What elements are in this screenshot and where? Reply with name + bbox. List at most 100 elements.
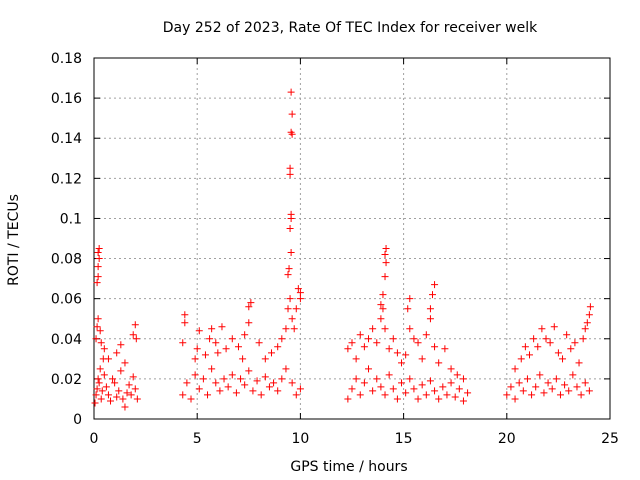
data-point <box>94 273 102 281</box>
data-point <box>435 359 443 367</box>
data-point <box>294 285 302 293</box>
data-point <box>296 385 304 393</box>
data-point <box>104 355 112 363</box>
data-point <box>119 395 127 403</box>
data-point <box>102 383 110 391</box>
data-point <box>526 351 534 359</box>
data-point <box>453 371 461 379</box>
data-point <box>123 389 131 397</box>
data-point <box>426 305 434 313</box>
data-point <box>94 375 102 383</box>
data-point <box>282 325 290 333</box>
data-point <box>431 281 439 289</box>
y-tick-label: 0.08 <box>51 252 82 268</box>
data-point <box>195 327 203 335</box>
data-point <box>511 395 519 403</box>
data-point <box>523 375 531 383</box>
y-tick-label: 0.16 <box>51 91 82 107</box>
x-tick-label: 20 <box>498 431 516 447</box>
data-point <box>121 403 129 411</box>
data-point <box>296 295 304 303</box>
data-point <box>381 273 389 281</box>
data-point <box>94 249 102 257</box>
data-point <box>530 335 538 343</box>
data-point <box>95 255 103 263</box>
data-point <box>389 385 397 393</box>
data-point <box>247 299 255 307</box>
data-point <box>585 311 593 319</box>
data-point <box>288 315 296 323</box>
data-point <box>459 397 467 405</box>
data-point <box>93 385 101 393</box>
data-point <box>546 339 554 347</box>
data-point <box>224 383 232 391</box>
data-point <box>287 249 295 257</box>
y-tick-label: 0.14 <box>51 131 82 147</box>
data-point <box>563 331 571 339</box>
data-point <box>131 321 139 329</box>
data-point <box>542 335 550 343</box>
data-point <box>567 345 575 353</box>
data-point <box>270 379 278 387</box>
data-point <box>129 373 137 381</box>
data-point <box>222 345 230 353</box>
data-point <box>208 365 216 373</box>
data-point <box>284 305 292 313</box>
data-point <box>439 383 447 391</box>
data-point <box>586 303 594 311</box>
data-point <box>245 319 253 327</box>
data-point <box>237 375 245 383</box>
data-point <box>365 335 373 343</box>
data-points <box>91 88 594 411</box>
data-point <box>133 395 141 403</box>
data-point <box>373 339 381 347</box>
data-point <box>571 339 579 347</box>
data-point <box>369 387 377 395</box>
data-point <box>191 355 199 363</box>
y-tick-label: 0.18 <box>51 51 82 67</box>
data-point <box>431 387 439 395</box>
data-point <box>379 305 387 313</box>
data-point <box>447 379 455 387</box>
data-point <box>389 335 397 343</box>
data-point <box>507 383 515 391</box>
data-point <box>360 379 368 387</box>
data-point <box>239 355 247 363</box>
data-point <box>447 365 455 373</box>
data-point <box>96 327 104 335</box>
data-point <box>104 391 112 399</box>
data-point <box>556 391 564 399</box>
data-point <box>577 391 585 399</box>
y-axis-label: ROTI / TECUs <box>6 194 22 286</box>
axis-ticks: 0 5 10 15 20 25 0 0.02 0.04 0.06 0.08 0.1 0.12 0.14 0.… <box>51 51 619 447</box>
data-point <box>261 373 269 381</box>
data-point <box>365 365 373 373</box>
data-point <box>422 391 430 399</box>
data-point <box>286 224 294 232</box>
data-point <box>552 375 560 383</box>
data-point <box>199 375 207 383</box>
data-point <box>431 343 439 351</box>
data-point <box>385 371 393 379</box>
data-point <box>579 335 587 343</box>
data-point <box>418 355 426 363</box>
x-tick-label: 5 <box>193 431 202 447</box>
data-point <box>406 295 414 303</box>
data-point <box>181 311 189 319</box>
data-point <box>464 389 472 397</box>
data-point <box>95 245 103 253</box>
data-point <box>100 345 108 353</box>
data-point <box>402 351 410 359</box>
data-point <box>195 385 203 393</box>
data-point <box>129 331 137 339</box>
data-point <box>418 381 426 389</box>
data-point <box>117 367 125 375</box>
data-point <box>360 343 368 351</box>
data-point <box>253 377 261 385</box>
data-point <box>398 379 406 387</box>
data-point <box>94 315 102 323</box>
data-point <box>218 323 226 331</box>
data-point <box>377 301 385 309</box>
data-point <box>455 385 463 393</box>
data-point <box>284 271 292 279</box>
